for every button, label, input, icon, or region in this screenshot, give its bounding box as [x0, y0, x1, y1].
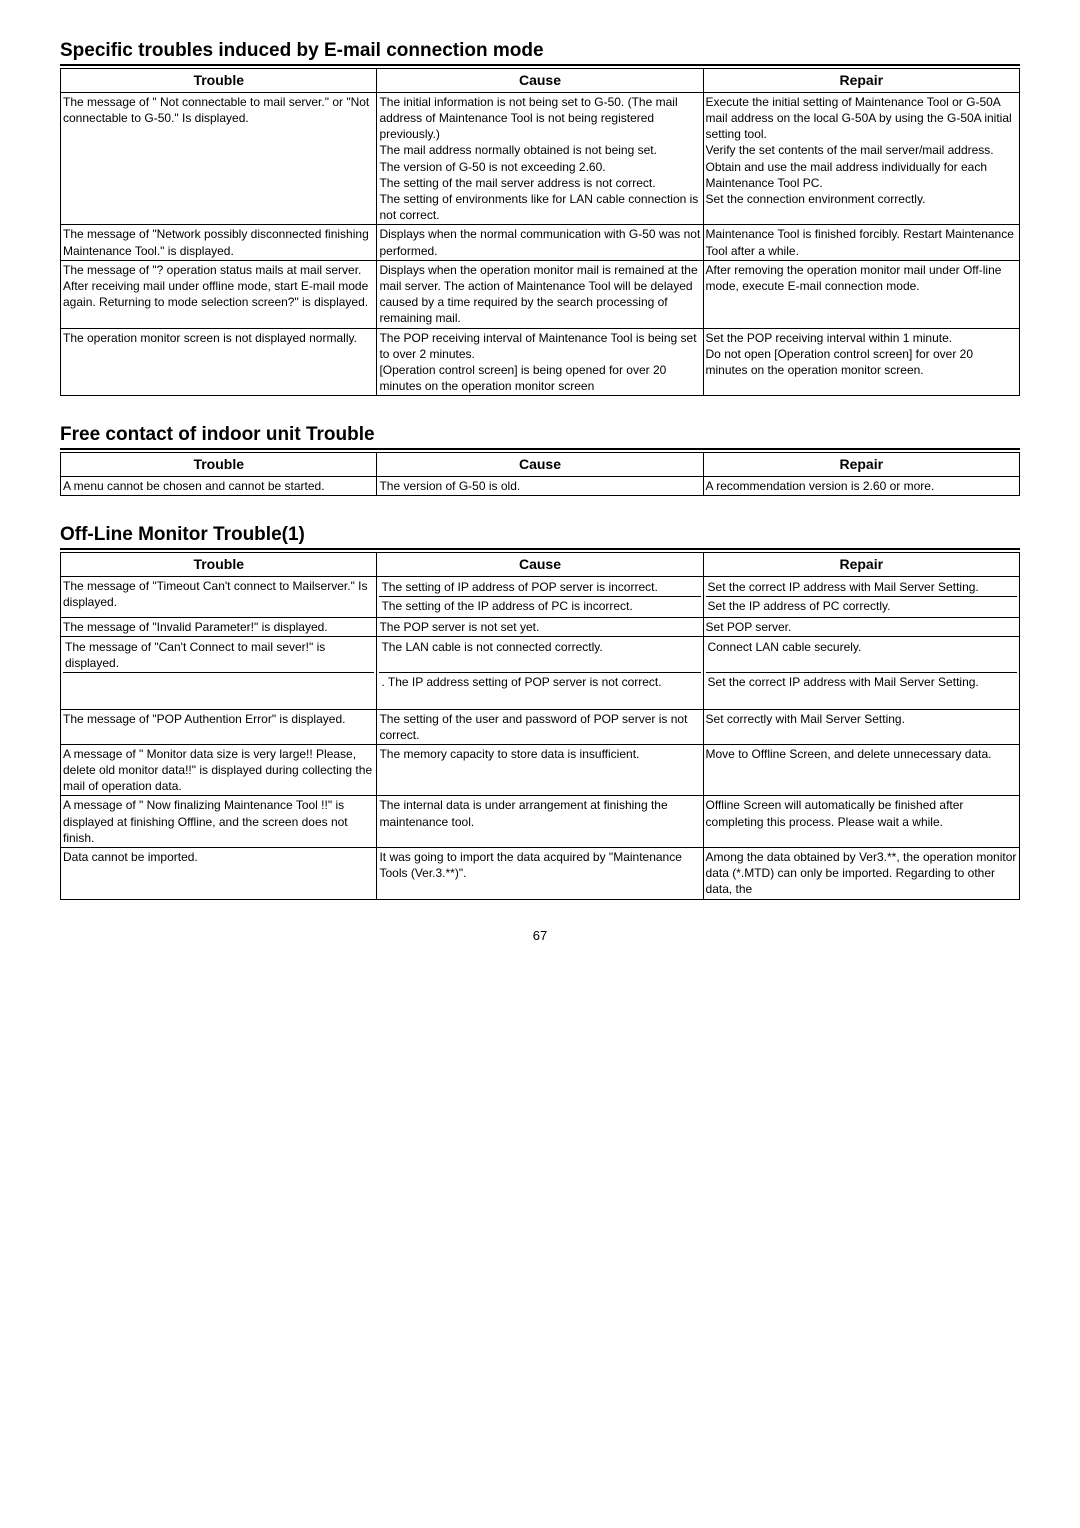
section-title-email: Specific troubles induced by E-mail conn… — [60, 40, 1020, 66]
cause-cell: The POP receiving interval of Maintenanc… — [377, 328, 703, 396]
cause-text: The version of G-50 is not exceeding 2.6… — [379, 160, 605, 174]
page-number: 67 — [60, 928, 1020, 943]
col-cause: Cause — [377, 453, 703, 477]
cause-text: The setting of environments like for LAN… — [379, 192, 698, 222]
repair-text: Execute the initial setting of Maintenan… — [706, 95, 1012, 141]
repair-text: Verify the set contents of the mail serv… — [706, 143, 994, 157]
repair-cell: Offline Screen will automatically be fin… — [703, 796, 1019, 848]
col-repair: Repair — [703, 69, 1019, 93]
cause-text: [Operation control screen] is being open… — [379, 363, 666, 393]
repair-cell: Among the data obtained by Ver3.**, the … — [703, 848, 1019, 900]
cause-cell: Displays when the normal communication w… — [377, 225, 703, 260]
col-trouble: Trouble — [61, 69, 377, 93]
cause-text: The setting of the IP address of PC is i… — [379, 596, 700, 615]
trouble-cell: Data cannot be imported. — [61, 848, 377, 900]
repair-cell: A recommendation version is 2.60 or more… — [703, 477, 1019, 496]
repair-cell: Set correctly with Mail Server Setting. — [703, 709, 1019, 744]
trouble-cell: The message of "POP Authention Error" is… — [61, 709, 377, 744]
cause-cell: The memory capacity to store data is ins… — [377, 744, 703, 796]
cause-text: The setting of IP address of POP server … — [379, 578, 700, 596]
table-row: The message of "Timeout Can't connect to… — [61, 577, 1020, 617]
cause-cell: The internal data is under arrangement a… — [377, 796, 703, 848]
repair-cell: Move to Offline Screen, and delete unnec… — [703, 744, 1019, 796]
cause-cell: The version of G-50 is old. — [377, 477, 703, 496]
cause-cell: Displays when the operation monitor mail… — [377, 260, 703, 328]
table-row: A message of " Monitor data size is very… — [61, 744, 1020, 796]
col-trouble: Trouble — [61, 453, 377, 477]
repair-cell: Maintenance Tool is finished forcibly. R… — [703, 225, 1019, 260]
table-freecontact: Trouble Cause Repair A menu cannot be ch… — [60, 452, 1020, 496]
section-title-offline: Off-Line Monitor Trouble(1) — [60, 524, 1020, 550]
repair-text: Connect LAN cable securely. — [708, 640, 862, 654]
trouble-cell: A menu cannot be chosen and cannot be st… — [61, 477, 377, 496]
col-trouble: Trouble — [61, 553, 377, 577]
table-row: The message of "Network possibly disconn… — [61, 225, 1020, 260]
cause-cell: The setting of the user and password of … — [377, 709, 703, 744]
trouble-cell: The message of "Timeout Can't connect to… — [61, 577, 377, 617]
repair-text: Obtain and use the mail address individu… — [706, 160, 988, 190]
table-email-troubles: Trouble Cause Repair The message of " No… — [60, 68, 1020, 396]
repair-text: Set the POP receiving interval within 1 … — [706, 331, 953, 345]
repair-text: Set the correct IP address with Mail Ser… — [706, 672, 1017, 691]
col-repair: Repair — [703, 553, 1019, 577]
section-title-freecontact: Free contact of indoor unit Trouble — [60, 424, 1020, 450]
trouble-cell: A message of " Monitor data size is very… — [61, 744, 377, 796]
table-row: The message of " Not connectable to mail… — [61, 92, 1020, 225]
trouble-cell: The message of "Invalid Parameter!" is d… — [61, 617, 377, 636]
repair-cell: Execute the initial setting of Maintenan… — [703, 92, 1019, 225]
repair-text: Set the correct IP address with Mail Ser… — [706, 578, 1017, 596]
trouble-cell: The message of " Not connectable to mail… — [61, 92, 377, 225]
trouble-cell: A message of " Now finalizing Maintenanc… — [61, 796, 377, 848]
cause-cell: The setting of IP address of POP server … — [377, 577, 703, 617]
trouble-cell: The message of "Network possibly disconn… — [61, 225, 377, 260]
cause-text: The mail address normally obtained is no… — [379, 143, 656, 157]
table-row: Data cannot be imported. It was going to… — [61, 848, 1020, 900]
repair-text: Connect LAN cable securely. — [706, 638, 1017, 672]
table-row: The operation monitor screen is not disp… — [61, 328, 1020, 396]
cause-cell: It was going to import the data acquired… — [377, 848, 703, 900]
table-row: The message of "Invalid Parameter!" is d… — [61, 617, 1020, 636]
cause-text: The initial information is not being set… — [379, 95, 677, 141]
repair-cell: Set the correct IP address with Mail Ser… — [703, 577, 1019, 617]
cause-text: The LAN cable is not connected correctly… — [381, 640, 602, 654]
cause-text: The POP receiving interval of Maintenanc… — [379, 331, 696, 361]
repair-text: Do not open [Operation control screen] f… — [706, 347, 974, 377]
table-row: The message of "POP Authention Error" is… — [61, 709, 1020, 744]
col-repair: Repair — [703, 453, 1019, 477]
col-cause: Cause — [377, 69, 703, 93]
cause-cell: The initial information is not being set… — [377, 92, 703, 225]
cause-cell: The LAN cable is not connected correctly… — [377, 636, 703, 709]
col-cause: Cause — [377, 553, 703, 577]
repair-cell: Set the POP receiving interval within 1 … — [703, 328, 1019, 396]
trouble-text: The message of "Can't Connect to mail se… — [63, 638, 374, 672]
repair-cell: After removing the operation monitor mai… — [703, 260, 1019, 328]
cause-text: The setting of the mail server address i… — [379, 176, 655, 190]
trouble-cell: The message of "? operation status mails… — [61, 260, 377, 328]
repair-text: Set the connection environment correctly… — [706, 192, 926, 206]
cause-text: The LAN cable is not connected correctly… — [379, 638, 700, 672]
trouble-text — [63, 672, 374, 707]
cause-cell: The POP server is not set yet. — [377, 617, 703, 636]
table-row: The message of "? operation status mails… — [61, 260, 1020, 328]
trouble-cell: The operation monitor screen is not disp… — [61, 328, 377, 396]
repair-text: Set the IP address of PC correctly. — [706, 596, 1017, 615]
table-row: A message of " Now finalizing Maintenanc… — [61, 796, 1020, 848]
table-offline: Trouble Cause Repair The message of "Tim… — [60, 552, 1020, 899]
table-row: A menu cannot be chosen and cannot be st… — [61, 477, 1020, 496]
repair-cell: Connect LAN cable securely. Set the corr… — [703, 636, 1019, 709]
table-row: The message of "Can't Connect to mail se… — [61, 636, 1020, 709]
cause-text: . The IP address setting of POP server i… — [379, 672, 700, 691]
trouble-cell: The message of "Can't Connect to mail se… — [61, 636, 377, 709]
repair-cell: Set POP server. — [703, 617, 1019, 636]
